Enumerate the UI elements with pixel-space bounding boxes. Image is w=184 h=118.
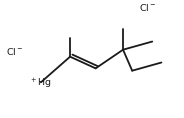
Text: Cl$^-$: Cl$^-$ [6, 46, 24, 57]
Text: $^+$Hg: $^+$Hg [29, 77, 52, 91]
Text: Cl$^-$: Cl$^-$ [139, 2, 157, 13]
